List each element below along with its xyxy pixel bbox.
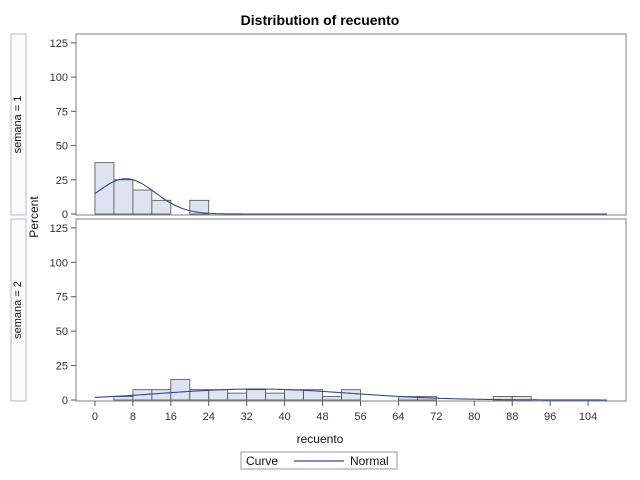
x-tick-label: 80	[468, 411, 480, 423]
x-tick-label: 56	[354, 411, 366, 423]
legend-entry-normal: Normal	[350, 454, 389, 468]
y-tick-label: 25	[56, 175, 68, 187]
panel-strip-label: semana = 1	[12, 96, 24, 154]
x-tick-label: 24	[203, 411, 215, 423]
histogram-bar	[322, 396, 342, 401]
histogram-bar	[208, 389, 229, 401]
legend-title: Curve	[246, 454, 278, 468]
histogram-bar	[113, 396, 134, 401]
y-tick-label: 75	[56, 292, 68, 304]
panels-layer: semana = 1 0 25 50 75 100 125 semana = 2 0 25 50 75…	[10, 33, 627, 423]
histogram-bar	[303, 389, 323, 401]
x-tick-label: 104	[579, 411, 597, 423]
panel-strip-label: semana = 2	[12, 281, 24, 339]
y-tick-label: 50	[56, 141, 68, 153]
chart-title: Distribution of recuento	[241, 12, 400, 28]
x-tick-label: 40	[278, 411, 290, 423]
y-tick-label: 75	[56, 106, 68, 118]
y-axis-label: Percent	[27, 196, 41, 238]
y-tick-label: 125	[50, 223, 68, 235]
x-tick-label: 16	[165, 411, 177, 423]
panel-strip	[10, 218, 27, 402]
panel-1: semana = 1 0 25 50 75 100 125	[10, 33, 627, 221]
normal-curve	[94, 178, 608, 215]
panel-strip	[10, 33, 27, 216]
x-tick-label: 8	[130, 411, 136, 423]
histogram-bar	[341, 389, 361, 401]
y-tick-label: 100	[50, 72, 68, 84]
x-tick-label: 48	[316, 411, 328, 423]
x-tick-label: 88	[506, 411, 518, 423]
x-tick-label: 0	[92, 411, 98, 423]
histogram-bar	[246, 389, 267, 401]
x-tick-label: 32	[241, 411, 253, 423]
normal-curve	[94, 388, 608, 401]
histogram-bar	[151, 389, 172, 401]
plot-frame	[75, 218, 627, 402]
panel-2: semana = 2 0 25 50 75 100 125 0 8 16 24 32 40 48 56 64 7…	[10, 218, 627, 423]
histogram-bar	[113, 179, 134, 215]
y-tick-label: 0	[62, 209, 68, 221]
histogram-bar	[132, 189, 153, 215]
y-tick-label: 125	[50, 38, 68, 50]
x-tick-label: 96	[544, 411, 556, 423]
plot-frame	[75, 33, 627, 216]
y-tick-label: 0	[62, 395, 68, 407]
x-tick-label: 64	[392, 411, 404, 423]
histogram-bar	[151, 199, 172, 215]
histogram-bar	[94, 162, 115, 215]
histogram-bar	[227, 392, 248, 401]
x-tick-label: 72	[430, 411, 442, 423]
legend: Curve Normal	[240, 451, 398, 470]
histogram-bar	[170, 378, 191, 401]
histogram-bar	[265, 392, 286, 401]
y-tick-label: 100	[50, 257, 68, 269]
y-tick-label: 50	[56, 326, 68, 338]
x-axis-label: recuento	[297, 432, 344, 446]
histogram-bar	[189, 199, 210, 215]
y-tick-label: 25	[56, 361, 68, 373]
histogram-bar	[284, 389, 304, 401]
